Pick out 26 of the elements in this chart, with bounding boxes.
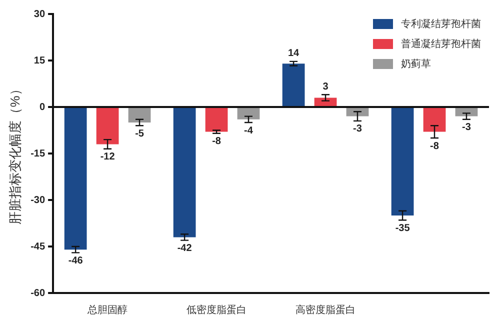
data-label: -8 xyxy=(430,140,440,152)
data-label: -3 xyxy=(353,124,362,135)
data-label: -12 xyxy=(100,152,116,163)
data-label: -46 xyxy=(68,255,84,266)
data-label: 3 xyxy=(322,81,329,92)
data-label: -8 xyxy=(212,136,222,148)
data-label: -35 xyxy=(395,222,410,234)
legend-label: 奶蓟草 xyxy=(401,58,431,70)
y-tick-label: -60 xyxy=(30,288,46,299)
legend-label: 专利凝结芽孢杆菌 xyxy=(401,18,481,30)
x-tick-label: 总胆固醇 xyxy=(86,304,128,316)
x-tick-label: 低密度脂蛋白 xyxy=(186,304,247,316)
data-label: -42 xyxy=(177,243,192,254)
y-axis-title: 肝脏指标变化幅度（%） xyxy=(7,82,22,224)
y-tick-label: 30 xyxy=(34,8,46,20)
data-label: -4 xyxy=(244,125,254,136)
data-label: 14 xyxy=(288,48,300,60)
x-tick-label: 高密度脂蛋白 xyxy=(296,304,356,316)
legend-label: 普通凝结芽孢杆菌 xyxy=(401,38,481,50)
y-tick-label: -30 xyxy=(30,194,46,206)
data-label: -5 xyxy=(135,128,144,140)
y-tick-label: 15 xyxy=(34,55,46,66)
y-tick-label: -15 xyxy=(30,148,46,160)
data-label: -3 xyxy=(462,122,472,134)
y-tick-label: 0 xyxy=(39,102,46,113)
y-tick-label: -45 xyxy=(30,241,46,252)
